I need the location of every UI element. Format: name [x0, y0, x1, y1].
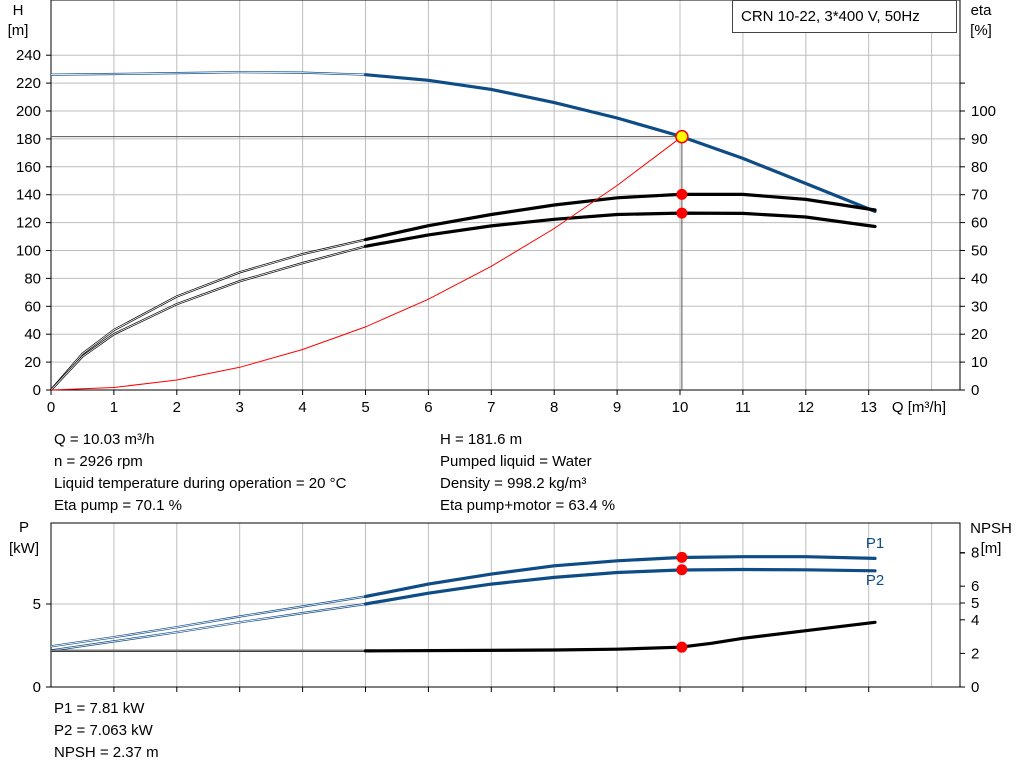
- x-axis-label: Q [m³/h]: [892, 399, 946, 416]
- curve-extrapolated-core: [50, 245, 366, 391]
- y2-tick-label: 50: [971, 243, 988, 260]
- x-tick-label: 2: [173, 399, 181, 416]
- y2-tick-label: 0: [971, 382, 979, 399]
- x-tick-label: 11: [735, 399, 751, 416]
- speed-readout: n = 2926 rpm: [54, 453, 143, 470]
- x-tick-label: 6: [424, 399, 432, 416]
- y2-tick-label: 90: [971, 131, 988, 148]
- y-tick-label: 160: [16, 159, 41, 176]
- density-readout: Density = 998.2 kg/m³: [440, 475, 587, 492]
- y2-tick-label: 2: [971, 645, 979, 662]
- x-tick-label: 10: [672, 399, 689, 416]
- liquid-readout: Pumped liquid = Water: [440, 453, 592, 470]
- y-tick-label: 200: [16, 103, 41, 120]
- curve-extrapolated-core: [50, 71, 366, 76]
- duty-point-marker: [676, 188, 688, 200]
- eta-total-readout: Eta pump+motor = 63.4 %: [440, 497, 616, 514]
- curve-p1: [363, 555, 877, 599]
- npsh-readout: NPSH = 2.37 m: [54, 744, 159, 761]
- y-tick-label: 240: [16, 47, 41, 64]
- chart-grid: [51, 0, 960, 687]
- y-tick-label: 20: [24, 354, 41, 371]
- series-label-p1: P1: [866, 535, 884, 552]
- y-tick-label: 220: [16, 75, 41, 92]
- temperature-readout: Liquid temperature during operation = 20…: [54, 475, 347, 492]
- curve-series-0: [363, 73, 877, 213]
- y2-tick-label: 4: [971, 612, 979, 629]
- top-y-axis-title-h: H: [13, 2, 24, 19]
- series-label-p2: P2: [866, 572, 884, 589]
- eta-pump-readout: Eta pump = 70.1 %: [54, 497, 182, 514]
- y-tick-label: 140: [16, 187, 41, 204]
- pump-title-box: CRN 10-22, 3*400 V, 50Hz: [732, 0, 957, 33]
- system-curve: [50, 136, 683, 391]
- bottom-y-axis-title-p: P: [19, 519, 29, 536]
- y2-tick-label: 10: [971, 354, 988, 371]
- chart-markers: [675, 129, 689, 653]
- bottom-y2-axis-title-npsh: NPSH: [970, 520, 1012, 537]
- y-tick-label: 60: [24, 298, 41, 315]
- y2-tick-label: 0: [971, 679, 979, 696]
- y-tick-label: 180: [16, 131, 41, 148]
- y-tick-label: 5: [33, 596, 41, 613]
- curve-extrapolated-outline: [50, 238, 366, 391]
- y-tick-label: 0: [33, 382, 41, 399]
- curve-p2: [363, 567, 877, 606]
- x-tick-label: 13: [860, 399, 877, 416]
- x-tick-label: 4: [298, 399, 306, 416]
- duty-point-marker: [676, 207, 688, 219]
- bottom-y2-axis-unit-m: [m]: [981, 540, 1002, 557]
- curve-extrapolated-core: [50, 596, 366, 647]
- duty-point-marker: [676, 641, 688, 653]
- y-tick-label: 100: [16, 243, 41, 260]
- p1-readout: P1 = 7.81 kW: [54, 700, 145, 717]
- top-y2-axis-title-eta: eta: [971, 2, 993, 19]
- y-tick-label: 40: [24, 326, 41, 343]
- y-tick-label: 80: [24, 270, 41, 287]
- head-readout: H = 181.6 m: [440, 431, 523, 448]
- curve-series-1: [363, 192, 877, 242]
- x-tick-label: 0: [47, 399, 55, 416]
- y2-tick-label: 20: [971, 326, 988, 343]
- duty-point-marker: [676, 564, 688, 576]
- readouts-power: P1 = 7.81 kW P2 = 7.063 kW NPSH = 2.37 m: [54, 698, 159, 764]
- x-tick-label: 1: [110, 399, 118, 416]
- curve-series-2: [363, 211, 877, 248]
- chart-tick-labels: 0204060801001201401601802002202400102030…: [16, 47, 996, 696]
- curve-extrapolated-outline: [50, 245, 366, 391]
- y2-tick-label: 80: [971, 159, 988, 176]
- top-y2-axis-unit-percent: [%]: [970, 22, 992, 39]
- y2-tick-label: 6: [971, 578, 979, 595]
- duty-point-marker: [676, 551, 688, 563]
- curve-extrapolated-core: [50, 239, 366, 391]
- y2-tick-label: 8: [971, 545, 979, 562]
- y-tick-label: 0: [33, 679, 41, 696]
- chart-curves: [50, 71, 877, 653]
- x-tick-label: 9: [613, 399, 621, 416]
- x-tick-label: 7: [487, 399, 495, 416]
- y2-tick-label: 5: [971, 595, 979, 612]
- bottom-y-axis-unit-kw: [kW]: [9, 540, 39, 557]
- y2-tick-label: 60: [971, 215, 988, 232]
- y2-tick-label: 70: [971, 187, 988, 204]
- y2-tick-label: 30: [971, 298, 988, 315]
- x-tick-label: 3: [236, 399, 244, 416]
- y2-tick-label: 40: [971, 270, 988, 287]
- readouts-left: Q = 10.03 m³/h n = 2926 rpm Liquid tempe…: [54, 429, 346, 517]
- y2-tick-label: 100: [971, 103, 996, 120]
- curve-extrapolated-core: [50, 603, 366, 651]
- x-tick-label: 8: [550, 399, 558, 416]
- x-tick-label: 5: [361, 399, 369, 416]
- y-tick-label: 120: [16, 215, 41, 232]
- x-tick-label: 12: [797, 399, 814, 416]
- plot-frame: [50, 522, 961, 688]
- curve-series-2: [363, 620, 877, 653]
- top-y-axis-unit-m: [m]: [8, 22, 29, 39]
- p2-readout: P2 = 7.063 kW: [54, 722, 153, 739]
- flow-readout: Q = 10.03 m³/h: [54, 431, 155, 448]
- readouts-right: H = 181.6 m Pumped liquid = Water Densit…: [440, 429, 615, 517]
- operating-point-marker: [675, 129, 689, 144]
